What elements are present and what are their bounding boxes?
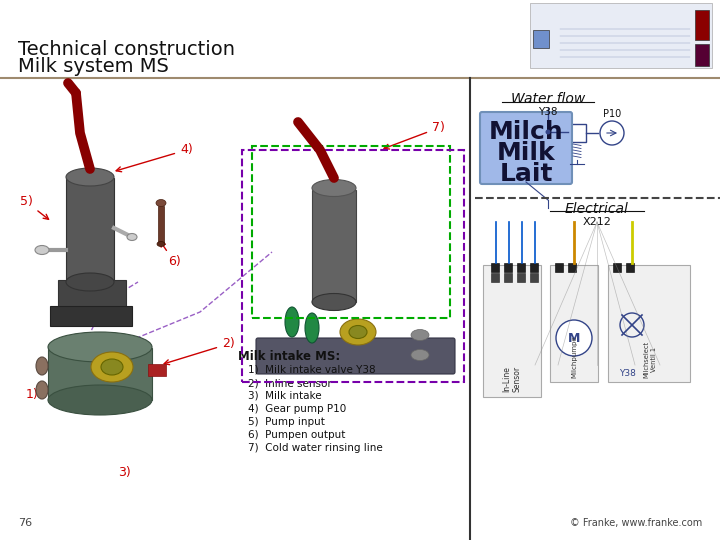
FancyBboxPatch shape bbox=[256, 338, 455, 374]
Text: Milch: Milch bbox=[489, 120, 563, 144]
Text: Water flow: Water flow bbox=[511, 92, 585, 106]
Circle shape bbox=[600, 121, 624, 145]
Bar bbox=[242, 150, 464, 382]
Ellipse shape bbox=[48, 332, 152, 362]
Bar bbox=[158, 206, 164, 244]
Text: 1)  Milk intake valve Y38: 1) Milk intake valve Y38 bbox=[248, 365, 376, 375]
Bar bbox=[613, 263, 621, 272]
Text: Milchselect
Ventil 1: Milchselect Ventil 1 bbox=[644, 341, 657, 378]
Text: Y38: Y38 bbox=[620, 369, 636, 378]
Text: Technical construction: Technical construction bbox=[18, 40, 235, 59]
FancyBboxPatch shape bbox=[480, 112, 572, 184]
Text: 2): 2) bbox=[164, 338, 235, 364]
Bar bbox=[50, 306, 132, 326]
Ellipse shape bbox=[66, 168, 114, 186]
Text: 7)  Cold water rinsing line: 7) Cold water rinsing line bbox=[248, 443, 383, 453]
Ellipse shape bbox=[312, 294, 356, 310]
Ellipse shape bbox=[285, 307, 299, 337]
Ellipse shape bbox=[411, 349, 429, 361]
Ellipse shape bbox=[157, 241, 165, 246]
Text: 3)  Milk intake: 3) Milk intake bbox=[248, 391, 322, 401]
Ellipse shape bbox=[411, 329, 429, 341]
Ellipse shape bbox=[340, 319, 376, 345]
Text: Milk intake MS:: Milk intake MS: bbox=[238, 350, 341, 363]
Text: 2)  Inline sensor: 2) Inline sensor bbox=[248, 378, 332, 388]
Bar bbox=[695, 44, 709, 66]
Ellipse shape bbox=[349, 326, 367, 339]
Bar bbox=[48, 348, 152, 400]
Text: 7): 7) bbox=[384, 122, 445, 149]
Circle shape bbox=[546, 130, 551, 134]
Bar bbox=[530, 273, 538, 282]
Bar bbox=[530, 263, 538, 272]
Text: Y38: Y38 bbox=[539, 107, 558, 117]
Text: 1): 1) bbox=[26, 388, 39, 401]
Bar bbox=[491, 263, 499, 272]
Ellipse shape bbox=[48, 385, 152, 415]
Text: Milk system MS: Milk system MS bbox=[18, 57, 169, 76]
Bar bbox=[504, 273, 512, 282]
Bar bbox=[252, 146, 450, 318]
Text: 76: 76 bbox=[18, 518, 32, 528]
Ellipse shape bbox=[101, 359, 123, 375]
Text: Electrical: Electrical bbox=[565, 202, 629, 216]
Bar bbox=[483, 265, 541, 397]
Text: X212: X212 bbox=[582, 217, 611, 227]
Bar bbox=[533, 30, 549, 48]
Ellipse shape bbox=[305, 313, 319, 343]
Bar bbox=[568, 263, 576, 272]
Text: P10: P10 bbox=[603, 109, 621, 119]
Text: 6)  Pumpen output: 6) Pumpen output bbox=[248, 430, 346, 440]
Text: Milk: Milk bbox=[497, 141, 555, 165]
Text: Milchpumpe: Milchpumpe bbox=[571, 335, 577, 378]
Ellipse shape bbox=[36, 357, 48, 375]
Bar bbox=[555, 263, 563, 272]
Text: 6): 6) bbox=[161, 241, 181, 268]
Ellipse shape bbox=[312, 179, 356, 197]
Text: © Franke, www.franke.com: © Franke, www.franke.com bbox=[570, 518, 702, 528]
Bar bbox=[550, 265, 598, 382]
Bar bbox=[58, 280, 126, 308]
Bar bbox=[491, 273, 499, 282]
Bar bbox=[504, 263, 512, 272]
Bar bbox=[695, 10, 709, 40]
Ellipse shape bbox=[91, 352, 133, 382]
Ellipse shape bbox=[66, 273, 114, 291]
Bar bbox=[608, 265, 690, 382]
Bar bbox=[530, 3, 712, 68]
Bar bbox=[312, 190, 356, 302]
Ellipse shape bbox=[36, 381, 48, 399]
Text: 4): 4) bbox=[116, 144, 193, 172]
Ellipse shape bbox=[127, 233, 137, 240]
Text: 5)  Pump input: 5) Pump input bbox=[248, 417, 325, 427]
Text: M: M bbox=[568, 332, 580, 345]
Ellipse shape bbox=[156, 199, 166, 206]
Text: Lait: Lait bbox=[499, 162, 553, 186]
Bar bbox=[66, 178, 114, 283]
Ellipse shape bbox=[35, 246, 49, 254]
Bar bbox=[626, 263, 634, 272]
Bar bbox=[517, 263, 525, 272]
Text: In-Line
Sensor: In-Line Sensor bbox=[503, 366, 522, 392]
Text: 5): 5) bbox=[20, 195, 48, 219]
Text: 4)  Gear pump P10: 4) Gear pump P10 bbox=[248, 404, 346, 414]
Bar bbox=[148, 364, 166, 376]
Circle shape bbox=[556, 320, 592, 356]
Text: 3): 3) bbox=[118, 466, 131, 479]
Bar bbox=[568, 124, 586, 142]
Bar bbox=[517, 273, 525, 282]
